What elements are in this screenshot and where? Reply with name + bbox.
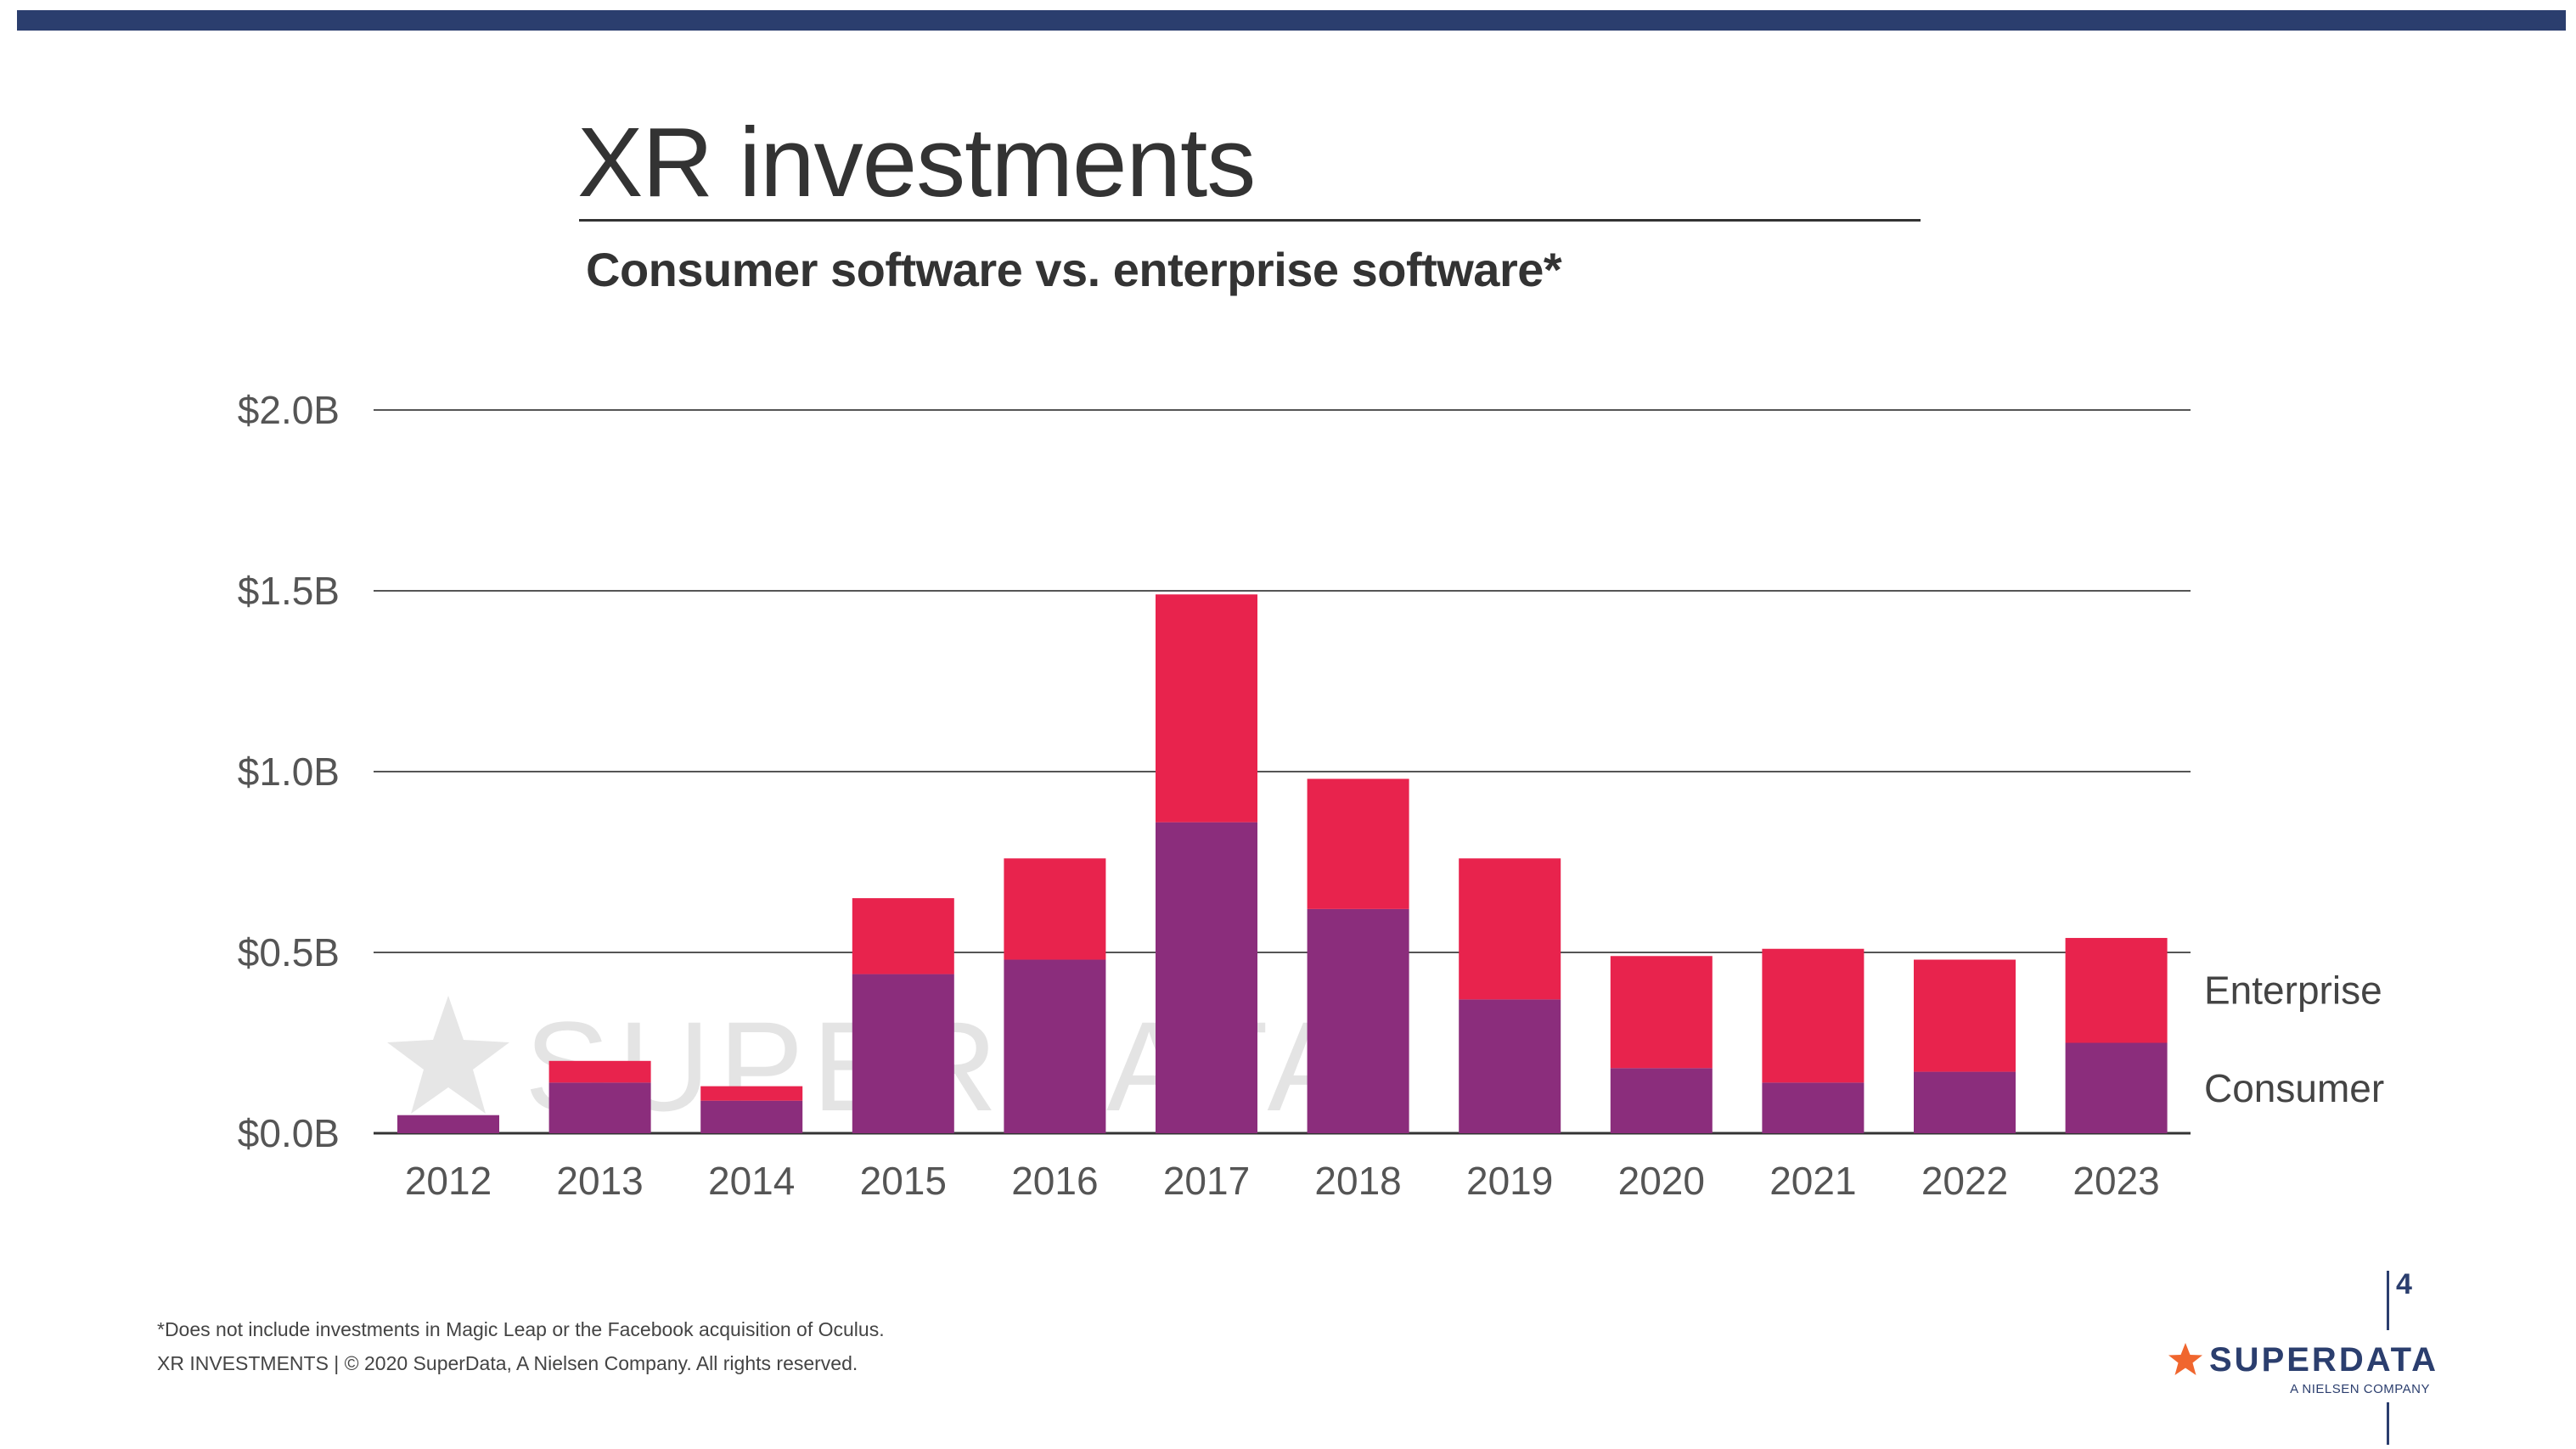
bar-enterprise-2018 [1307, 778, 1409, 909]
logo-tagline: A NIELSEN COMPANY [2290, 1382, 2430, 1396]
x-tick-label: 2017 [1163, 1159, 1250, 1203]
x-tick-label: 2012 [405, 1159, 492, 1203]
x-tick-label: 2022 [1921, 1159, 2008, 1203]
x-axis-ticks: 2012 2013 2014 2015 2016 2017 2018 2019 2020 2021… [405, 1159, 2160, 1203]
x-tick-label: 2013 [556, 1159, 643, 1203]
bar-enterprise-2013 [548, 1060, 651, 1083]
x-tick-label: 2023 [2073, 1159, 2159, 1203]
bar-enterprise-2017 [1156, 594, 1257, 823]
superdata-logo: SUPERDATA A NIELSEN COMPANY [2167, 1341, 2436, 1401]
watermark-star-icon [387, 996, 509, 1114]
x-tick-label: 2020 [1618, 1159, 1705, 1203]
x-tick-label: 2021 [1769, 1159, 1856, 1203]
legend-consumer: Consumer [2204, 1066, 2384, 1110]
bar-enterprise-2021 [1762, 948, 1865, 1083]
footnote: *Does not include investments in Magic L… [157, 1318, 885, 1340]
bar-consumer-2013 [548, 1082, 651, 1133]
page-number: 4 [2396, 1268, 2412, 1300]
y-tick-label: $1.5B [238, 569, 340, 613]
y-axis-ticks: $0.0B $0.5B $1.0B $1.5B $2.0B [238, 388, 340, 1155]
bar-consumer-2012 [397, 1115, 499, 1133]
legend-enterprise: Enterprise [2204, 969, 2382, 1013]
bar-consumer-2015 [852, 974, 954, 1133]
bar-consumer-2023 [2065, 1042, 2168, 1133]
bars [397, 594, 2168, 1133]
slide-subtitle: Consumer software vs. enterprise softwar… [586, 243, 1562, 296]
star-icon [2168, 1343, 2202, 1375]
bar-enterprise-2016 [1004, 858, 1106, 960]
bar-enterprise-2023 [2065, 937, 2168, 1043]
bar-enterprise-2019 [1459, 858, 1561, 1000]
x-tick-label: 2018 [1314, 1159, 1401, 1203]
gridlines [374, 409, 2191, 1135]
y-tick-label: $1.0B [238, 750, 340, 794]
copyright-line: XR INVESTMENTS | © 2020 SuperData, A Nie… [157, 1352, 858, 1374]
logo-wordmark-suffix: DATA [2338, 1341, 2438, 1379]
x-tick-label: 2014 [708, 1159, 795, 1203]
x-tick-label: 2016 [1011, 1159, 1098, 1203]
bar-consumer-2018 [1307, 908, 1409, 1133]
page-number-divider-top [2387, 1271, 2389, 1330]
y-tick-label: $0.5B [238, 930, 340, 974]
x-tick-label: 2019 [1466, 1159, 1553, 1203]
bar-consumer-2016 [1004, 959, 1106, 1133]
page-number-divider-bottom [2387, 1402, 2389, 1445]
bar-consumer-2019 [1459, 999, 1561, 1133]
bar-consumer-2017 [1156, 822, 1257, 1133]
bar-enterprise-2014 [700, 1086, 803, 1101]
logo-wordmark-prefix: SUPER [2209, 1341, 2339, 1379]
bar-consumer-2020 [1610, 1068, 1713, 1133]
bar-consumer-2021 [1762, 1082, 1865, 1133]
bar-consumer-2022 [1914, 1071, 2016, 1133]
legend: Consumer Enterprise [2204, 969, 2384, 1110]
bar-consumer-2014 [700, 1100, 803, 1133]
bar-enterprise-2015 [852, 898, 954, 974]
top-accent-bar [17, 10, 2566, 31]
y-tick-label: $0.0B [238, 1111, 340, 1155]
bar-enterprise-2022 [1914, 959, 2016, 1072]
y-tick-label: $2.0B [238, 388, 340, 432]
logo-wordmark: SUPERDATA [2209, 1341, 2438, 1379]
slide-title: XR investments [577, 107, 1256, 217]
bar-enterprise-2020 [1610, 956, 1713, 1069]
title-divider [579, 219, 1921, 222]
x-tick-label: 2015 [860, 1159, 947, 1203]
